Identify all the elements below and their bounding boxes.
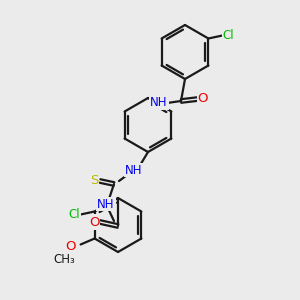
Text: NH: NH: [150, 97, 168, 110]
Text: O: O: [198, 92, 208, 106]
Text: Cl: Cl: [223, 29, 234, 42]
Text: NH: NH: [125, 164, 143, 176]
Text: O: O: [65, 240, 76, 253]
Text: O: O: [89, 215, 99, 229]
Text: CH₃: CH₃: [54, 253, 76, 266]
Text: Cl: Cl: [69, 208, 80, 221]
Text: S: S: [90, 175, 98, 188]
Text: NH: NH: [97, 197, 115, 211]
